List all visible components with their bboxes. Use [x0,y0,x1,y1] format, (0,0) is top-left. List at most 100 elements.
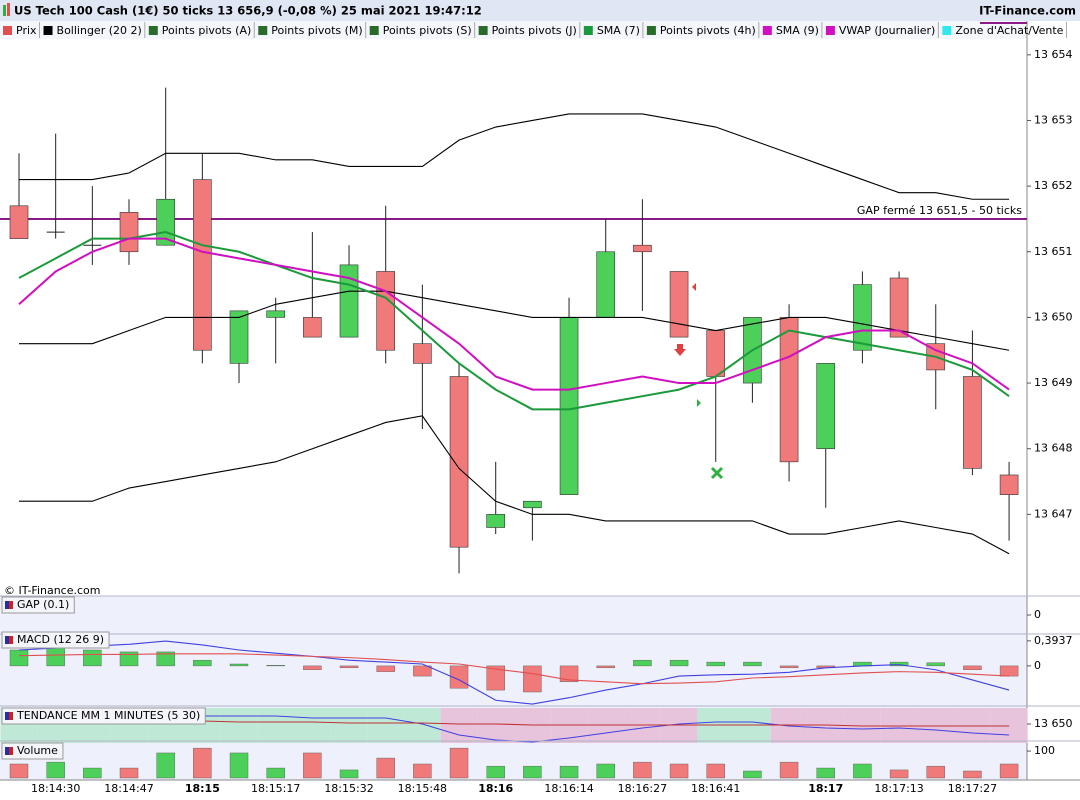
panel-icon [9,636,13,644]
copyright: © IT-Finance.com [4,584,101,597]
series-line [19,113,1010,200]
axis-background [1027,21,1080,780]
bar [559,665,579,683]
bar [743,770,762,779]
bar [706,661,725,667]
panel-label-box [1,631,110,649]
candle-body [119,212,139,253]
tab-label: Points pivots (4h) [660,24,756,37]
tab-swatch [762,26,772,35]
candle-body [303,317,322,338]
panel-label: TENDANCE MM 1 MINUTES (5 30) [1,707,206,725]
panel-label-box [1,742,64,760]
y-tick-label: 13 648 [1034,442,1073,455]
series-line [18,237,1010,391]
bar [596,665,615,669]
series-line [18,640,1010,705]
candle-body [889,277,909,338]
cross-marker [710,466,724,480]
brand: IT-Finance.com [979,4,1076,18]
bar [339,769,359,779]
tab-label: VWAP (Journalier) [839,24,935,37]
tab-swatch [148,26,158,35]
bar [376,665,395,672]
x-tick-label: 18:15 [185,782,220,795]
candle-body [486,514,506,528]
candle-body [266,310,285,318]
bar [926,662,945,667]
bar [596,763,615,779]
candle-body [559,317,579,495]
bar [963,770,982,779]
bar [156,651,175,667]
panel-title: Volume [17,744,58,757]
bar [156,752,175,779]
trend-zone [257,708,295,743]
bar [669,659,689,667]
bar [9,649,29,667]
x-tick-label: 18:15:48 [398,782,447,795]
panel-icon [9,747,13,755]
panel-icon [5,601,9,609]
panel-icon [9,601,13,609]
bar [193,659,212,667]
tab-label: SMA (7) [597,24,640,37]
tab-swatch [43,26,53,35]
bar [999,665,1019,677]
tab-label: Points pivots (J) [492,24,577,37]
candle-body [9,205,29,239]
y-tick-label: 13 652 [1034,179,1073,192]
bar [229,752,249,779]
bar [559,765,579,779]
series-line [18,231,1010,411]
panel-title: MACD (12 26 9) [17,633,104,646]
tab-swatch [942,26,952,35]
candle-body [523,500,542,509]
tab-swatch [258,26,268,35]
bar [889,769,909,779]
annotations [674,283,724,480]
candle-body [633,244,652,253]
candle-body [413,343,432,364]
bar [633,761,652,779]
marker [692,283,696,291]
bar [266,665,285,667]
panel-icon [5,712,9,720]
panel-title: TENDANCE MM 1 MINUTES (5 30) [16,709,200,722]
tab-swatch [583,26,593,35]
bar [9,763,29,779]
y-tick-label: 13 649 [1034,376,1073,389]
bar [266,767,285,779]
bar [816,767,835,779]
x-tick-label: 18:15:17 [251,782,300,795]
x-tick-label: 18:15:32 [324,782,373,795]
bar [853,763,872,779]
x-tick-label: 18:16:41 [691,782,740,795]
bar [486,765,505,779]
bar [303,752,322,779]
candle-body [193,179,212,351]
tab-label: Prix [16,24,37,37]
panel-title: GAP (0.1) [17,598,69,611]
x-tick-label: 18:17:27 [948,782,997,795]
bar [229,663,249,667]
x-tick-label: 18:16 [478,782,513,795]
panel-icon [5,747,9,755]
bar [449,747,469,779]
x-tick-label: 18:17 [808,782,843,795]
panel-label: Volume [1,742,64,760]
candle-body [999,474,1019,495]
candle-body [596,251,616,318]
bar [926,765,945,779]
trend-zone [404,708,441,743]
bar [633,659,652,667]
bar [376,757,395,779]
tab-swatch [825,26,835,35]
candle-body [339,264,359,338]
candle-body [229,310,249,364]
bar [303,665,322,670]
tab-label: SMA (9) [776,24,819,37]
panel-icon [9,712,13,720]
panels-background [0,596,1027,780]
tab-label: Points pivots (M) [271,24,362,37]
